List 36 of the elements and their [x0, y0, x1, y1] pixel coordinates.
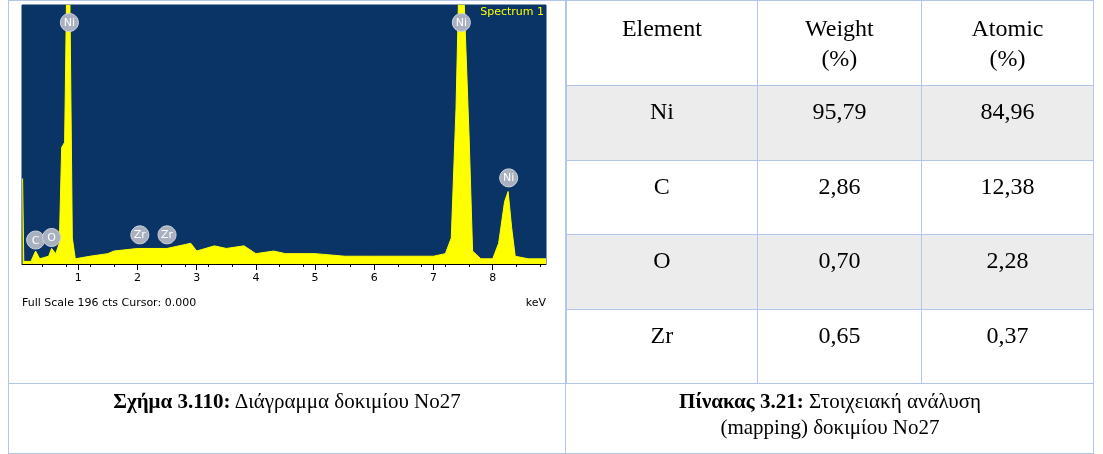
data-label: 0,70 — [757, 234, 922, 310]
data-label: 95,79 — [757, 85, 922, 161]
x-tick-label: 7 — [430, 271, 437, 284]
annotation: C — [31, 233, 40, 247]
category-label: Ni — [566, 85, 758, 161]
text: Element — [566, 0, 758, 86]
annotation: O — [47, 230, 57, 244]
annotation: Ni — [455, 15, 467, 29]
data-label: 0,65 — [757, 309, 922, 384]
annotation: Zr — [161, 228, 174, 242]
annotation: Ni — [503, 171, 515, 185]
x-tick-label: 3 — [193, 271, 201, 284]
text: Full Scale 196 cts Cursor: 0.000 — [22, 296, 197, 309]
data-label: 84,96 — [921, 85, 1094, 161]
x-tick-label: 4 — [252, 271, 260, 284]
data-label: 12,38 — [921, 160, 1094, 235]
annotation: Zr — [133, 228, 147, 242]
series-label: Atomic (%) — [921, 0, 1094, 86]
x-tick-label: 8 — [489, 271, 497, 284]
category-label: Zr — [566, 309, 758, 384]
category-label: O — [566, 234, 758, 310]
data-label: 0,37 — [921, 309, 1094, 384]
series-label: Spectrum 1 — [480, 5, 545, 18]
x-axis-title: keV — [525, 296, 547, 309]
text: Πίνακας 3.21: — [679, 389, 804, 413]
series-label: Weight (%) — [757, 0, 922, 86]
x-tick-label: 2 — [133, 271, 141, 284]
text: Σχήμα 3.110: — [113, 389, 231, 413]
annotation: Ni — [63, 15, 76, 29]
category-label: C — [566, 160, 758, 235]
data-label: 2,28 — [921, 234, 1094, 310]
data-label: 2,86 — [757, 160, 922, 235]
x-tick-label: 5 — [311, 271, 319, 284]
text: Διάγραμμα δοκιμίου No27 — [234, 389, 461, 413]
x-tick-label: 1 — [74, 271, 82, 284]
x-tick-label: 6 — [370, 271, 378, 284]
